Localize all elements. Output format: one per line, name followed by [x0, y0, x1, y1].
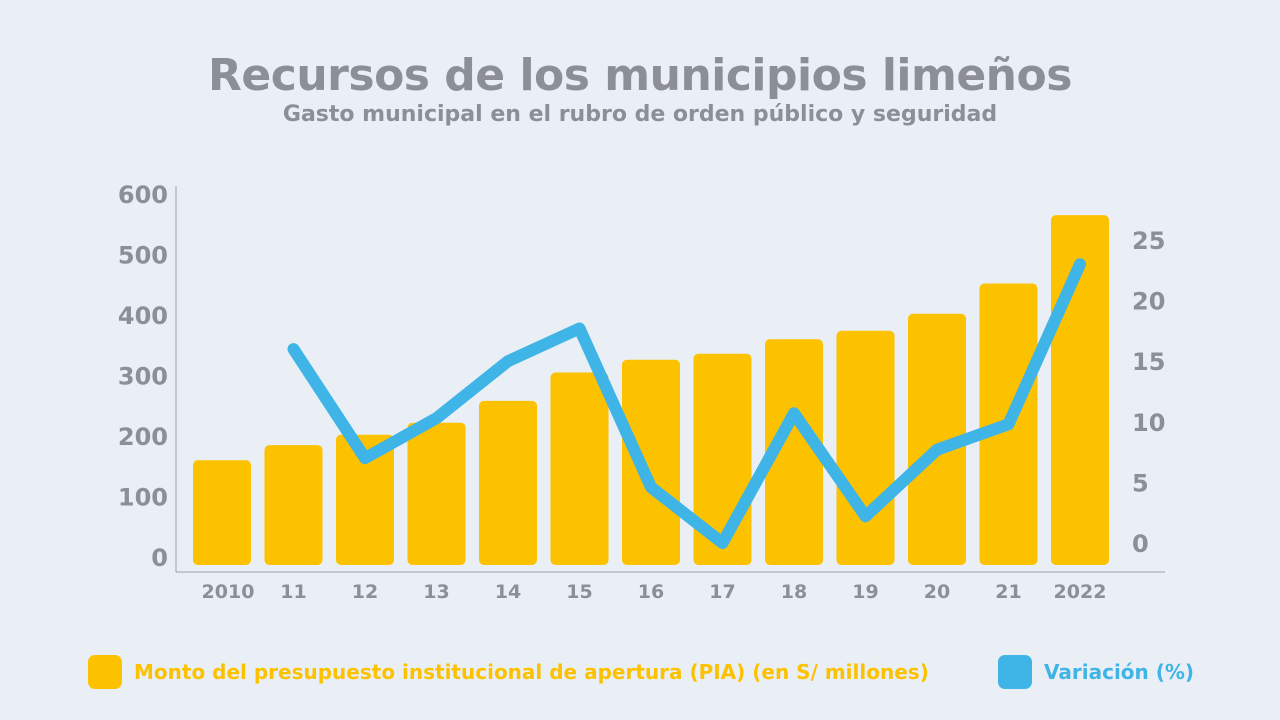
y-left-tick-label-400: 400: [118, 302, 168, 330]
bar-2010: [193, 460, 251, 565]
y-left-tick-label-600: 600: [118, 181, 168, 209]
y-right-tick-label-10: 10: [1132, 409, 1165, 437]
bar-20: [908, 313, 966, 565]
y-right-tick-label-25: 25: [1132, 227, 1165, 255]
x-tick-label-12: 12: [352, 581, 378, 603]
x-tick-label-2022: 2022: [1054, 581, 1107, 603]
y-right-tick-label-5: 5: [1132, 469, 1149, 497]
bar-11: [264, 445, 323, 565]
legend-item-variacion: Variación (%): [998, 654, 1194, 690]
legend-item-pia: Monto del presupuesto institucional de a…: [88, 654, 929, 690]
bar-12: [336, 434, 394, 565]
y-right-tick-label-20: 20: [1132, 288, 1165, 316]
bar-15: [550, 372, 609, 565]
chart-axes: [175, 186, 1165, 573]
x-tick-label-21: 21: [995, 581, 1021, 603]
bar-19: [836, 330, 895, 565]
x-tick-label-15: 15: [566, 581, 592, 603]
bar-series: [193, 215, 1109, 566]
x-tick-label-18: 18: [781, 581, 807, 603]
y-left-tick-label-0: 0: [151, 544, 168, 572]
bar-13: [407, 422, 466, 565]
y-left-tick-label-500: 500: [118, 242, 168, 270]
y-left-tick-label-200: 200: [118, 423, 168, 451]
chart-subtitle: Gasto municipal en el rubro de orden púb…: [282, 102, 998, 127]
bar-16: [622, 359, 680, 565]
bar-14: [479, 400, 537, 565]
legend-label-variacion: Variación (%): [1044, 660, 1195, 684]
x-tick-label-20: 20: [924, 581, 950, 603]
line-series: [287, 258, 1086, 549]
y-right-tick-label-15: 15: [1132, 348, 1165, 376]
x-tick-label-19: 19: [852, 581, 878, 603]
combo-chart: 600 500 400 300 200 100 0 25 20 15 10 5 0 2010 11 12 13 1…: [118, 181, 1166, 603]
x-tick-label-11: 11: [280, 581, 306, 603]
y-right-tick-label-0: 0: [1132, 530, 1149, 558]
tick-labels: 600 500 400 300 200 100 0 25 20 15 10 5 0 2010 11 12 13 1…: [118, 181, 1166, 603]
y-left-tick-label-300: 300: [118, 363, 168, 391]
legend-label-pia: Monto del presupuesto institucional de a…: [134, 660, 929, 684]
variacion-line: [287, 258, 1086, 549]
chart-title: Recursos de los municipios limeños: [208, 50, 1072, 101]
x-tick-label-14: 14: [495, 581, 521, 603]
x-tick-label-16: 16: [638, 581, 664, 603]
legend-swatch-pia: [88, 655, 122, 689]
x-tick-label-2010: 2010: [202, 581, 255, 603]
x-tick-label-17: 17: [709, 581, 735, 603]
legend-swatch-variacion: [998, 655, 1032, 689]
x-tick-label-13: 13: [423, 581, 449, 603]
y-left-tick-label-100: 100: [118, 484, 168, 512]
bar-18: [765, 339, 823, 565]
